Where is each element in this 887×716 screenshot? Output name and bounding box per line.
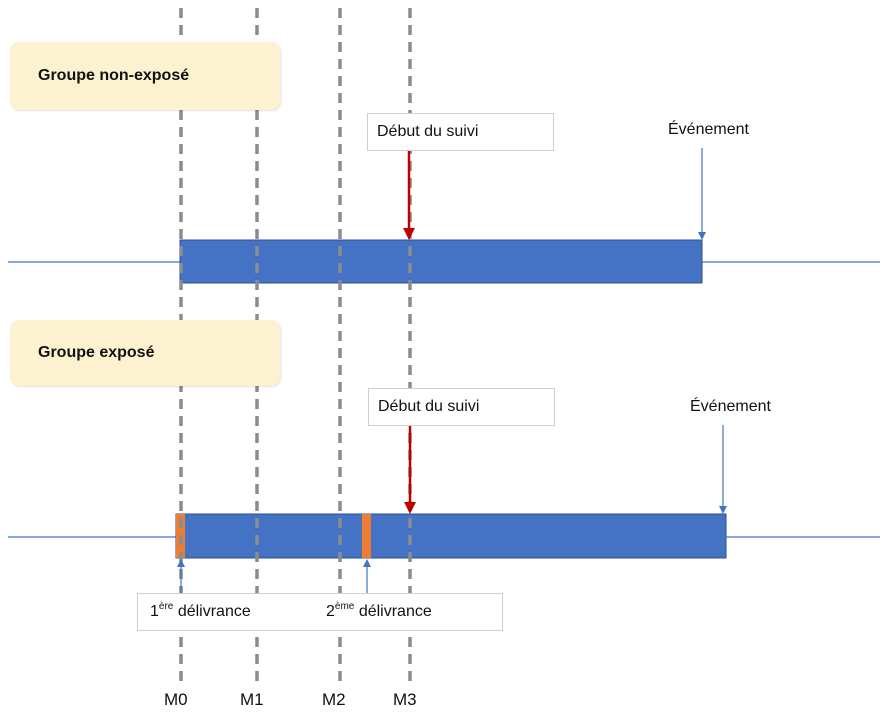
follow-up-label-non-exposed-text: Début du suivi — [377, 123, 479, 140]
delivery-arrowhead-1 — [177, 559, 185, 567]
delivery-2-number: 2 — [326, 603, 335, 620]
delivery-label-box: 1ère délivrance 2ème délivrance — [137, 593, 503, 631]
follow-up-arrowhead-exposed — [404, 502, 416, 514]
group-title-non-exposed: Groupe non-exposé — [10, 42, 280, 110]
group-title-non-exposed-text: Groupe non-exposé — [38, 67, 190, 84]
timepoint-label-m3: M3 — [393, 690, 417, 709]
delivery-label-1: 1ère délivrance — [150, 601, 251, 621]
follow-up-bar-non-exposed — [179, 239, 703, 284]
follow-up-label-non-exposed: Début du suivi — [367, 113, 554, 151]
delivery-1-text: délivrance — [177, 603, 251, 620]
event-label-exposed: Événement — [690, 398, 771, 416]
follow-up-label-exposed: Début du suivi — [368, 388, 555, 426]
event-label-exposed-text: Événement — [690, 398, 771, 415]
event-arrowhead-exposed — [719, 506, 727, 514]
event-label-non-exposed-text: Événement — [668, 121, 749, 138]
timepoint-label-m2: M2 — [322, 690, 346, 709]
event-label-non-exposed: Événement — [668, 121, 749, 139]
timepoint-label-m1: M1 — [240, 690, 264, 709]
delivery-marker-2 — [362, 514, 371, 558]
delivery-1-number: 1 — [150, 603, 159, 620]
timepoint-label-m0: M0 — [164, 690, 188, 709]
follow-up-bar-exposed — [175, 513, 727, 559]
delivery-arrowhead-2 — [363, 559, 371, 567]
follow-up-label-exposed-text: Début du suivi — [378, 398, 480, 415]
delivery-2-text: délivrance — [358, 603, 432, 620]
delivery-1-suffix: ère — [158, 601, 174, 612]
group-title-exposed: Groupe exposé — [10, 320, 280, 386]
follow-up-arrowhead-non-exposed — [403, 228, 415, 240]
group-title-exposed-text: Groupe exposé — [38, 344, 155, 361]
delivery-2-suffix: ème — [334, 601, 355, 612]
event-arrowhead-non-exposed — [698, 232, 706, 240]
delivery-label-2: 2ème délivrance — [326, 601, 432, 621]
